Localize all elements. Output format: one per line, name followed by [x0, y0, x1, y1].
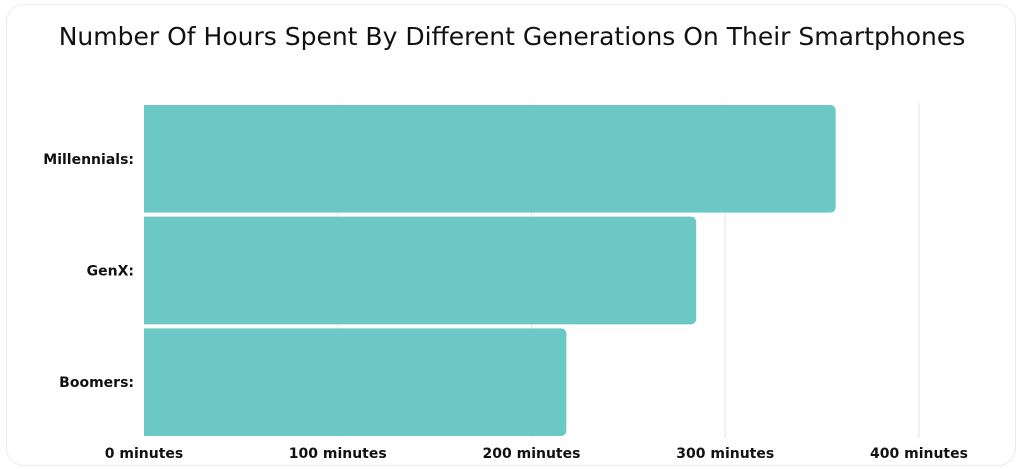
chart-frame: [6, 4, 1016, 466]
x-tick-label: 400 minutes: [870, 446, 968, 462]
x-tick-label: 200 minutes: [483, 446, 581, 462]
x-tick-label: 100 minutes: [289, 446, 387, 462]
chart-title: Number Of Hours Spent By Different Gener…: [58, 22, 966, 51]
bars: [144, 105, 836, 436]
category-labels: Millennials: GenX: Boomers:: [43, 152, 134, 391]
x-tick-label: 300 minutes: [676, 446, 774, 462]
category-label: GenX:: [87, 264, 134, 280]
category-label: Millennials:: [43, 152, 134, 168]
bar: [144, 216, 697, 325]
x-tick-label: 0 minutes: [105, 446, 183, 462]
x-tick-labels: 0 minutes 100 minutes 200 minutes 300 minut…: [105, 446, 968, 462]
bar: [144, 328, 567, 436]
category-label: Boomers:: [59, 375, 134, 391]
bar: [144, 105, 836, 213]
